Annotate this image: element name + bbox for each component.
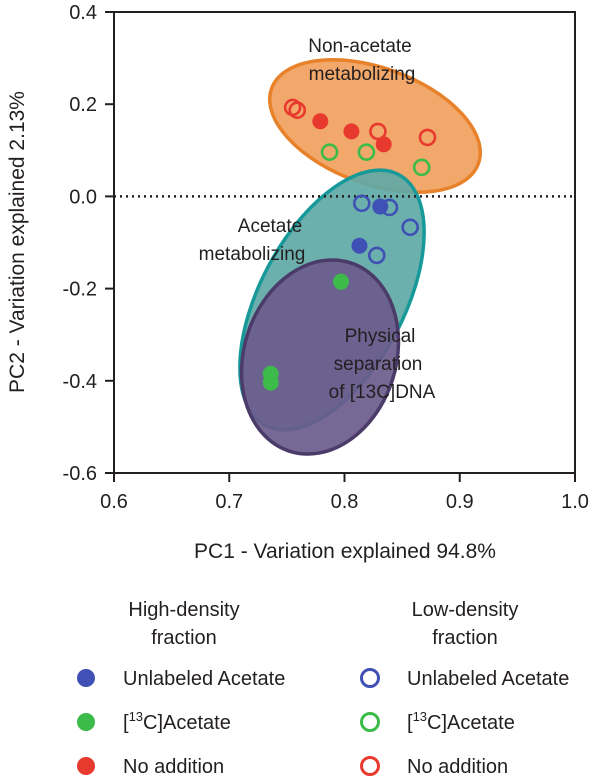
- region-label-physical: of [13C]DNA: [329, 382, 436, 403]
- region-label-acetate: metabolizing: [199, 244, 306, 265]
- data-point-high-filled: [312, 113, 329, 130]
- legend-label-high-13c: [13C]Acetate: [123, 709, 231, 734]
- data-point-low-open: [418, 128, 437, 147]
- data-point-low-open: [367, 246, 386, 265]
- legend-marker-low-13c: [360, 712, 380, 732]
- x-tick-label: 0.7: [215, 491, 243, 513]
- legend-marker-high-13c: [77, 713, 95, 731]
- axes: 0.6 0.7 0.8 0.9 1.0 0.4 0.2 0.0 -0.2 -0.4 -0.6: [63, 2, 589, 513]
- region-label-non-acetate: Non-acetate: [308, 36, 412, 57]
- data-point-low-open: [412, 158, 431, 177]
- legend-label-low-13c: [13C]Acetate: [407, 709, 515, 734]
- data-point-low-open: [401, 218, 419, 237]
- legend-label-high-unlabeled: Unlabeled Acetate: [123, 668, 285, 690]
- data-point-low-open: [320, 143, 339, 161]
- legend-heading-high: High-density: [128, 599, 239, 621]
- legend-marker-high-unlabeled: [77, 669, 95, 687]
- y-tick-label: 0.0: [69, 186, 97, 208]
- data-point-high-filled: [262, 374, 279, 391]
- y-tick-label: -0.2: [63, 279, 97, 301]
- legend-heading-low: Low-density: [412, 599, 519, 621]
- legend-marker-low-noaddition: [360, 756, 380, 776]
- data-point-high-filled: [351, 237, 368, 254]
- x-tick-label: 1.0: [561, 491, 589, 513]
- region-label-non-acetate: metabolizing: [309, 64, 416, 85]
- x-tick-label: 0.8: [331, 491, 359, 513]
- legend: High-density fraction Low-density fracti…: [77, 599, 569, 778]
- cluster-regions: [238, 58, 483, 456]
- data-point-high-filled: [375, 136, 392, 153]
- data-point-high-filled: [333, 273, 350, 290]
- region-label-physical: Physical: [345, 326, 416, 347]
- legend-label-low-noaddition: No addition: [407, 756, 508, 778]
- legend-marker-low-unlabeled: [360, 668, 380, 688]
- data-point-high-filled: [343, 123, 360, 140]
- y-tick-label: 0.4: [69, 2, 97, 24]
- legend-label-high-noaddition: No addition: [123, 756, 224, 778]
- y-tick-label: -0.4: [63, 371, 97, 393]
- region-labels: Non-acetate metabolizing Acetate metabolizi…: [199, 36, 436, 403]
- legend-marker-high-noaddition: [77, 757, 95, 775]
- region-label-acetate: Acetate: [238, 216, 302, 237]
- data-point-low-open: [369, 122, 387, 141]
- legend-heading-high-2: fraction: [151, 627, 217, 649]
- region-label-physical: separation: [334, 354, 423, 375]
- y-tick-label: 0.2: [69, 94, 97, 116]
- data-point-low-open: [357, 143, 376, 161]
- data-point-low-open: [288, 101, 307, 119]
- data-point-low-open: [380, 198, 399, 217]
- region-ellipse-physical: [239, 258, 401, 456]
- x-tick-label: 0.9: [446, 491, 474, 513]
- y-axis-title: PC2 - Variation explained 2.13%: [6, 91, 29, 393]
- x-tick-label: 0.6: [100, 491, 128, 513]
- data-point-low-open: [352, 194, 371, 213]
- x-axis-title: PC1 - Variation explained 94.8%: [194, 540, 496, 563]
- legend-heading-low-2: fraction: [432, 627, 498, 649]
- legend-label-low-unlabeled: Unlabeled Acetate: [407, 668, 569, 690]
- y-tick-label: -0.6: [63, 463, 97, 485]
- data-points: [262, 98, 437, 391]
